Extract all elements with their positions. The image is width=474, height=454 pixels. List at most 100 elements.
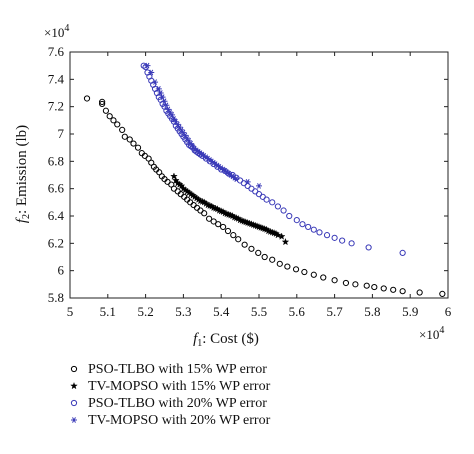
x-tick-label: 5.7 [326, 304, 343, 319]
data-point [323, 232, 331, 239]
x-axis-multiplier: ×104 [419, 325, 444, 342]
data-point [274, 231, 282, 239]
legend-label: PSO-TLBO with 15% WP error [88, 362, 267, 377]
data-point [106, 113, 113, 120]
legend-item: TV-MOPSO with 20% WP error [71, 413, 271, 428]
data-point [280, 207, 287, 214]
x-tick-label: 5.9 [402, 304, 418, 319]
data-point [286, 212, 293, 220]
y-axis-multiplier: ×104 [44, 23, 69, 40]
y-tick-label: 5.8 [48, 290, 64, 305]
x-tick-label: 5.6 [289, 304, 306, 319]
data-point [274, 203, 281, 210]
legend-item: PSO-TLBO with 15% WP error [70, 362, 267, 377]
x-tick-label: 5.5 [251, 304, 267, 319]
legend-label: TV-MOPSO with 15% WP error [88, 379, 271, 394]
data-point [352, 281, 359, 288]
data-point [299, 221, 306, 228]
data-point [161, 98, 168, 105]
data-point [210, 218, 217, 225]
legend-label: TV-MOPSO with 20% WP error [88, 413, 271, 428]
data-point [331, 277, 338, 284]
legend-marker [70, 382, 78, 390]
plot-area [69, 51, 449, 299]
data-point [163, 102, 170, 109]
data-point [193, 204, 201, 211]
data-point [439, 290, 446, 297]
x-axis-label: f1: Cost ($) [193, 331, 259, 349]
series-4 [144, 62, 262, 189]
data-point [269, 256, 276, 263]
legend-marker [70, 399, 78, 407]
legend-marker [71, 417, 77, 423]
data-point [261, 253, 268, 261]
data-point [310, 226, 317, 233]
data-point [331, 234, 338, 241]
y-tick-label: 6 [58, 263, 65, 278]
legend: PSO-TLBO with 15% WP error TV-MOPSO with … [70, 362, 271, 428]
data-point [144, 62, 151, 69]
data-point [256, 183, 262, 189]
data-marks [83, 62, 446, 297]
y-tick-label: 7.2 [48, 99, 64, 114]
y-axis-label: f2: Emission (lb) [14, 125, 32, 223]
x-tick-label: 5.3 [175, 304, 191, 319]
y-tick-label: 6.4 [48, 208, 65, 223]
data-point [380, 285, 387, 292]
y-tick-label: 7.4 [48, 71, 65, 86]
data-point [263, 196, 270, 203]
data-point [224, 227, 232, 235]
x-tick-label: 5.1 [100, 304, 116, 319]
y-tick-label: 6.8 [48, 153, 64, 168]
data-point [339, 237, 346, 244]
data-point [390, 286, 397, 293]
data-point [316, 229, 323, 236]
data-point [281, 237, 290, 246]
data-point [130, 140, 137, 147]
data-point [215, 221, 222, 228]
y-axis-multiplier-exponent: 4 [64, 23, 69, 34]
data-point [114, 121, 121, 128]
x-tick-label: 6 [445, 304, 452, 319]
data-point [310, 271, 317, 278]
data-point [342, 279, 350, 287]
series-1 [83, 95, 446, 297]
y-tick-label: 7 [58, 126, 65, 141]
series-3 [140, 62, 406, 256]
legend-item: PSO-TLBO with 20% WP error [70, 396, 267, 411]
legend-marker [70, 365, 78, 373]
data-point [219, 223, 227, 231]
data-point [241, 241, 248, 248]
data-point [255, 249, 262, 256]
y-tick-label: 6.6 [48, 181, 65, 196]
data-point [201, 210, 208, 217]
data-point [170, 172, 178, 180]
x-tick-label: 5.8 [364, 304, 380, 319]
y-tick-label: 6.2 [48, 235, 64, 250]
data-point [416, 289, 423, 296]
data-point [348, 240, 355, 247]
legend-label: PSO-TLBO with 20% WP error [88, 396, 267, 411]
data-point [399, 288, 406, 295]
axis-ticks: 5 5.1 5.2 5.3 5.4 5.5 5.6 5.7 5.8 5.9 6 5.8 6 6.2 6.4 6… [48, 44, 452, 319]
data-point [102, 107, 110, 114]
data-point [177, 181, 186, 190]
data-point [134, 144, 142, 151]
plot-frame [69, 51, 449, 299]
data-point [121, 133, 128, 140]
data-point [248, 245, 255, 252]
data-point [277, 232, 286, 240]
series-2 [170, 172, 290, 246]
data-point [206, 215, 213, 222]
y-tick-label: 7.6 [48, 44, 65, 59]
data-point [301, 268, 308, 276]
data-point [148, 69, 155, 76]
data-point [320, 274, 327, 281]
data-point [371, 283, 378, 291]
data-point [293, 217, 300, 224]
data-point [269, 199, 276, 206]
data-point [276, 260, 283, 267]
x-tick-label: 5.4 [213, 304, 230, 319]
data-point [99, 100, 106, 108]
data-point [399, 249, 406, 256]
